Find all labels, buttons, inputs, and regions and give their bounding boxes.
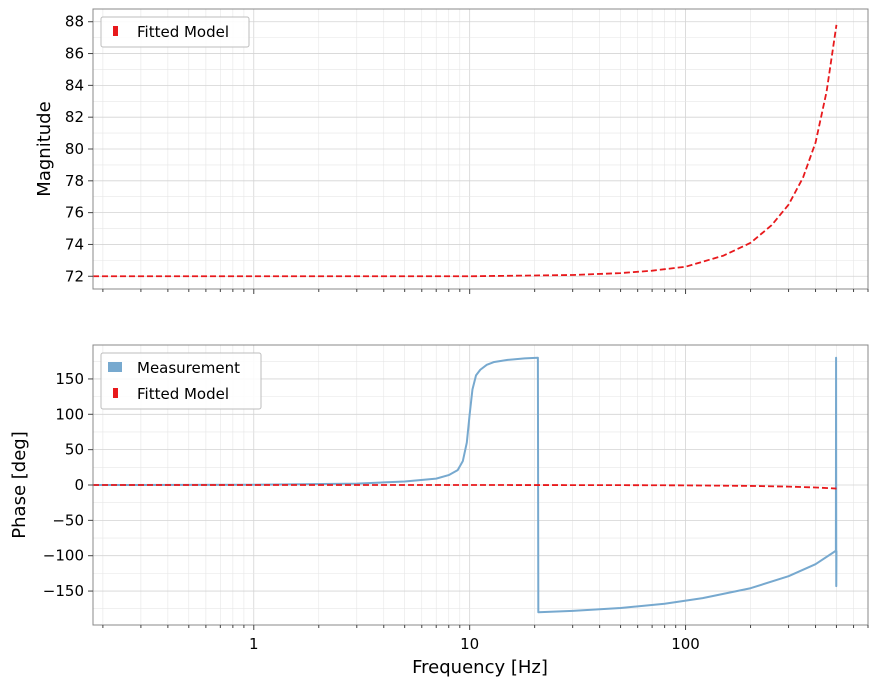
- magnitude-grid: [93, 9, 869, 289]
- legend-label-fitted-model: Fitted Model: [137, 385, 229, 403]
- y-tick-label: 88: [65, 13, 84, 31]
- y-tick-label: 80: [65, 140, 84, 158]
- series-line-fitted-model: [93, 484, 837, 490]
- legend-label-measurement: Measurement: [137, 359, 240, 377]
- magnitude-y-axis-label: Magnitude: [34, 101, 55, 196]
- phase-legend: Measurement Fitted Model: [100, 352, 262, 410]
- y-tick-label: 72: [65, 267, 84, 285]
- y-tick-label: 86: [65, 45, 84, 63]
- magnitude-panel: 72 74 76 78 80 82 84 86 88 Magnitude Fitted Mode…: [34, 8, 869, 294]
- y-tick-label: −150: [43, 582, 84, 600]
- y-tick-label: 84: [65, 76, 84, 94]
- y-tick-label: 74: [65, 235, 84, 253]
- phase-series: [92, 356, 838, 614]
- y-tick-label: 78: [65, 172, 84, 190]
- y-tick-label: 0: [74, 476, 84, 494]
- series-line-fitted-model: [93, 24, 838, 278]
- y-tick-label: −100: [43, 547, 84, 565]
- magnitude-ticks: 72 74 76 78 80 82 84 86 88: [65, 13, 869, 294]
- phase-legend-box: [100, 352, 262, 410]
- magnitude-series: [93, 24, 838, 278]
- y-tick-label: 100: [55, 405, 84, 423]
- legend-swatch-fitted-model: [113, 388, 118, 398]
- frequency-x-axis-label: Frequency [Hz]: [412, 657, 548, 678]
- legend-swatch-fitted-model: [113, 26, 118, 36]
- series-line-measurement: [92, 356, 838, 614]
- x-tick-label: 100: [671, 635, 700, 653]
- magnitude-legend: Fitted Model: [100, 16, 250, 48]
- legend-label-fitted-model: Fitted Model: [137, 23, 229, 41]
- y-tick-label: −50: [52, 511, 84, 529]
- y-tick-label: 82: [65, 108, 84, 126]
- phase-y-axis-label: Phase [deg]: [9, 431, 30, 538]
- y-tick-label: 50: [65, 441, 84, 459]
- phase-ticks: −150 −100 −50 0 50 100 150 1 10 100: [43, 370, 869, 653]
- legend-swatch-measurement: [108, 362, 122, 372]
- x-tick-label: 10: [460, 635, 479, 653]
- y-tick-label: 150: [55, 370, 84, 388]
- phase-panel: −150 −100 −50 0 50 100 150 1 10 100 Phase [deg] F…: [9, 344, 869, 678]
- magnitude-legend-box: [100, 16, 250, 48]
- x-tick-label: 1: [249, 635, 259, 653]
- y-tick-label: 76: [65, 204, 84, 222]
